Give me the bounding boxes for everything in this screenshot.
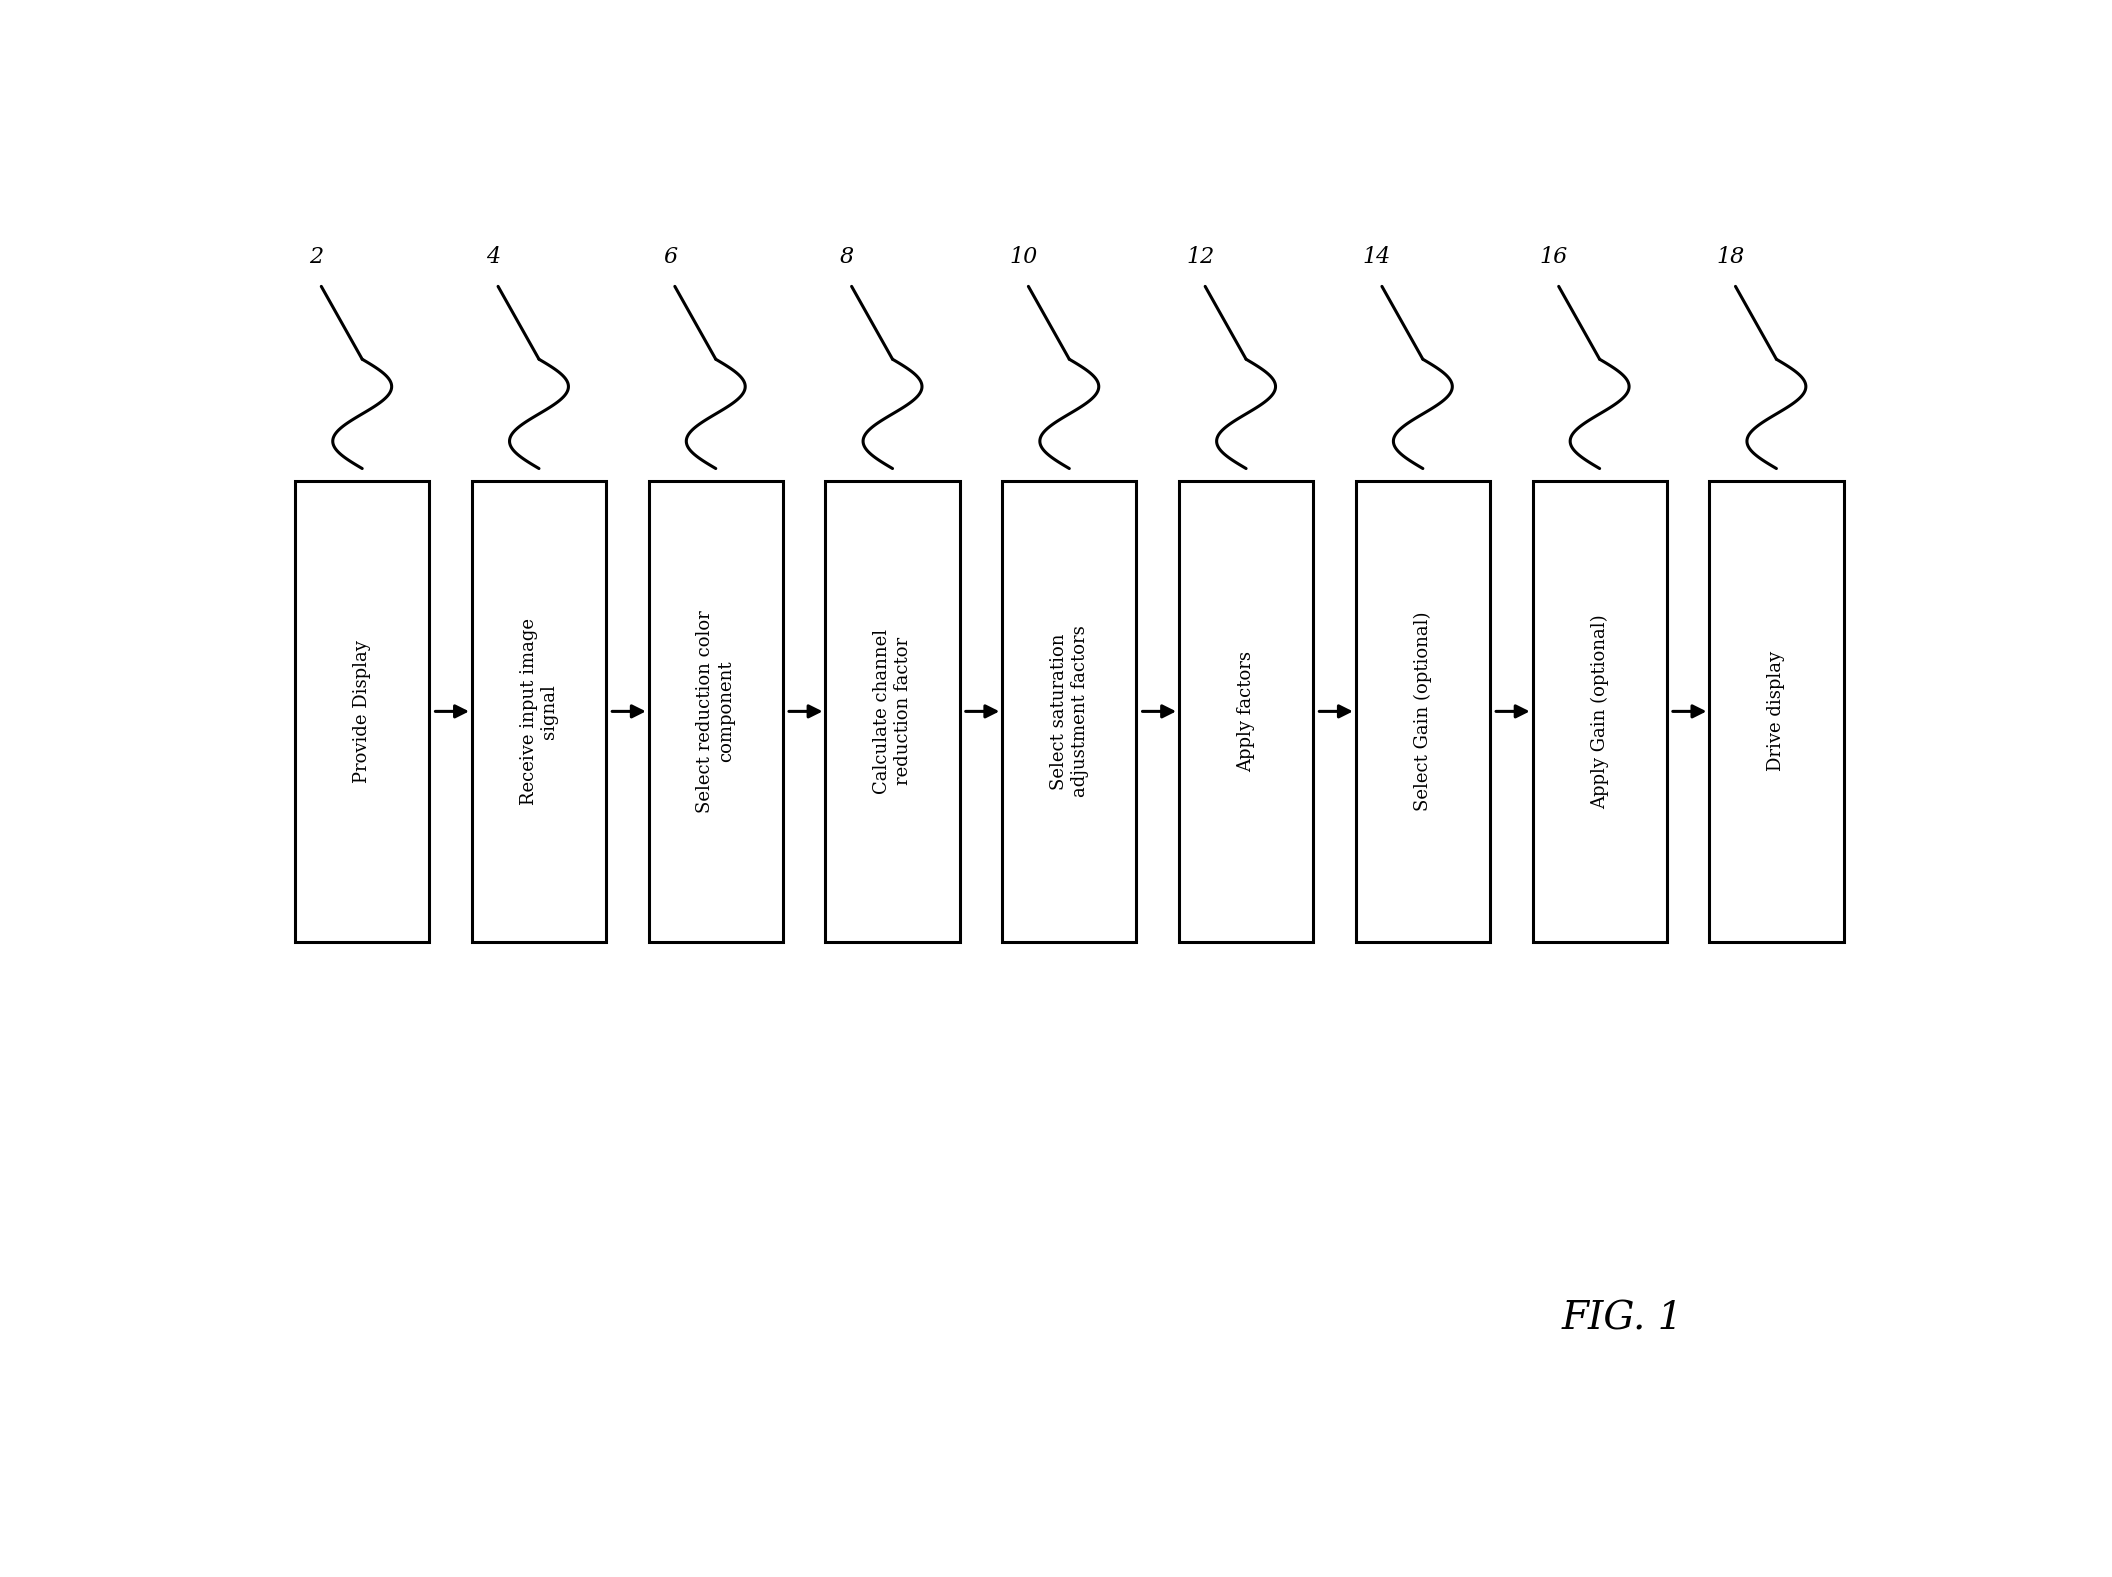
Text: Select Gain (optional): Select Gain (optional)	[1413, 612, 1432, 811]
Bar	[826, 481, 959, 941]
Text: Receive input image
signal: Receive input image signal	[520, 618, 558, 804]
Text: Drive display: Drive display	[1768, 651, 1785, 771]
Text: Select reduction color
component: Select reduction color component	[697, 610, 735, 812]
Text: Provide Display: Provide Display	[353, 640, 372, 782]
Text: Select saturation
adjustment factors: Select saturation adjustment factors	[1050, 626, 1088, 798]
Bar	[1709, 481, 1844, 941]
Text: 2: 2	[308, 246, 323, 268]
Bar	[471, 481, 606, 941]
Bar	[1003, 481, 1136, 941]
Bar	[296, 481, 429, 941]
Text: 18: 18	[1717, 246, 1745, 268]
Text: 12: 12	[1187, 246, 1214, 268]
Text: 8: 8	[841, 246, 853, 268]
Bar	[1178, 481, 1314, 941]
Text: 6: 6	[663, 246, 678, 268]
Text: Apply factors: Apply factors	[1238, 651, 1255, 771]
Bar	[1356, 481, 1489, 941]
Text: FIG. 1: FIG. 1	[1561, 1299, 1683, 1337]
Text: 14: 14	[1362, 246, 1392, 268]
Text: Calculate channel
reduction factor: Calculate channel reduction factor	[872, 629, 912, 793]
Bar	[648, 481, 784, 941]
Text: 10: 10	[1010, 246, 1037, 268]
Text: 16: 16	[1540, 246, 1567, 268]
Bar	[1533, 481, 1666, 941]
Text: Apply Gain (optional): Apply Gain (optional)	[1590, 613, 1609, 809]
Text: 4: 4	[486, 246, 501, 268]
